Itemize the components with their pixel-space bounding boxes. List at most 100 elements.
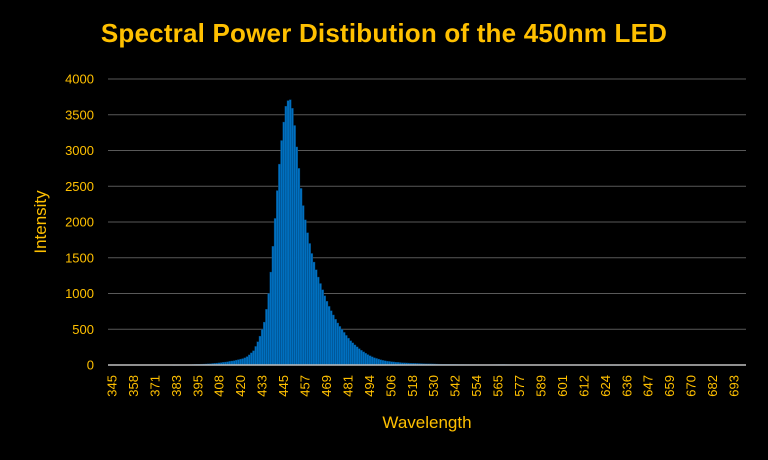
x-tick-label: 554 bbox=[469, 375, 484, 397]
x-tick-label: 589 bbox=[533, 375, 548, 397]
spectrum-bar bbox=[321, 289, 324, 366]
spectrum-bar bbox=[265, 309, 268, 366]
spectrum-bar bbox=[319, 283, 322, 366]
x-tick-label: 433 bbox=[255, 375, 270, 397]
x-tick-labels: 345 358 371 383 395 408 420 433 445 457 469 481 494 5… bbox=[105, 375, 742, 397]
spectrum-bar bbox=[342, 332, 346, 366]
x-tick-label: 530 bbox=[426, 375, 441, 397]
spectrum-bar bbox=[332, 314, 335, 366]
spectrum-bar bbox=[299, 188, 303, 366]
x-tick-label: 481 bbox=[340, 375, 355, 397]
y-tick-label: 1000 bbox=[65, 286, 94, 301]
spectrum-bars bbox=[172, 99, 620, 366]
y-axis-title: Intensity bbox=[31, 190, 50, 254]
spectrum-bar bbox=[366, 354, 370, 366]
spectrum-bar bbox=[317, 276, 320, 366]
spectrum-bar bbox=[260, 329, 264, 366]
x-tick-label: 345 bbox=[105, 375, 120, 397]
y-tick-label: 3500 bbox=[65, 107, 94, 122]
spectrum-bar bbox=[329, 310, 333, 366]
x-tick-label: 383 bbox=[169, 375, 184, 397]
y-tick-label: 3000 bbox=[65, 143, 94, 158]
spectrum-bar bbox=[250, 352, 253, 366]
spectrum-bar bbox=[323, 295, 326, 366]
spectrum-bar bbox=[293, 125, 296, 366]
spectrum-bar bbox=[327, 306, 331, 366]
spectrum-bar bbox=[254, 346, 257, 366]
gridlines bbox=[108, 78, 746, 330]
y-tick-labels: 0 500 1000 1500 2000 2500 3000 3500 4000 bbox=[65, 72, 94, 373]
spectrum-bar bbox=[347, 337, 350, 366]
spectrum-bar bbox=[269, 271, 273, 366]
spectrum-bar bbox=[310, 253, 314, 366]
x-tick-label: 670 bbox=[684, 375, 699, 397]
spectrum-bar bbox=[345, 335, 348, 366]
x-tick-label: 395 bbox=[190, 375, 205, 397]
spectrum-bar bbox=[314, 269, 318, 366]
x-tick-label: 408 bbox=[212, 375, 227, 397]
spectrum-bar bbox=[306, 232, 309, 366]
x-tick-label: 420 bbox=[233, 375, 248, 397]
spectrum-bar bbox=[336, 322, 339, 366]
x-tick-label: 457 bbox=[298, 375, 313, 397]
spectrum-bar bbox=[368, 355, 372, 366]
spectrum-bar bbox=[252, 350, 255, 366]
spectrum-bar bbox=[276, 190, 279, 366]
spectrum-bar bbox=[340, 329, 344, 366]
spectrum-bar bbox=[338, 326, 342, 366]
y-tick-label: 4000 bbox=[65, 72, 94, 87]
x-tick-label: 659 bbox=[662, 375, 677, 397]
spectrum-bar bbox=[373, 357, 376, 366]
spectrum-bar bbox=[258, 335, 262, 366]
spectrum-bar bbox=[297, 168, 301, 366]
spectrum-bar bbox=[334, 319, 337, 366]
spectrum-bar bbox=[267, 293, 270, 366]
spectrum-bar bbox=[353, 344, 357, 366]
x-tick-label: 358 bbox=[126, 375, 141, 397]
spectrum-bar bbox=[325, 301, 329, 366]
spectrum-bar bbox=[286, 100, 290, 366]
x-tick-label: 506 bbox=[383, 375, 398, 397]
spectrum-bar bbox=[263, 321, 266, 366]
spectrum-bar bbox=[245, 356, 249, 366]
spectrum-bar bbox=[351, 342, 355, 366]
spectrum-bar bbox=[295, 146, 298, 366]
y-tick-label: 2500 bbox=[65, 179, 94, 194]
spectrum-bar bbox=[364, 353, 367, 366]
spectrum-bar bbox=[355, 346, 359, 366]
spectrum-bar bbox=[278, 163, 281, 366]
x-tick-label: 371 bbox=[147, 375, 162, 397]
spectrum-bar bbox=[308, 243, 311, 366]
x-tick-label: 682 bbox=[705, 375, 720, 397]
x-tick-label: 612 bbox=[576, 375, 591, 397]
spectrum-bar bbox=[360, 350, 363, 366]
x-tick-label: 494 bbox=[362, 375, 377, 397]
x-tick-label: 693 bbox=[727, 375, 742, 397]
spectrum-bar bbox=[375, 358, 378, 366]
spectrum-bar bbox=[379, 359, 383, 366]
spectrum-bar bbox=[349, 340, 352, 366]
spectrum-bar bbox=[280, 140, 283, 366]
spectrum-bar bbox=[239, 358, 242, 366]
spectrum-bar bbox=[241, 358, 245, 366]
spectrum-bar bbox=[301, 205, 305, 366]
spectrum-bar bbox=[370, 356, 374, 366]
spectrum-bar bbox=[273, 218, 277, 366]
spectrum-bar bbox=[312, 261, 316, 366]
spectrum-bar bbox=[237, 359, 240, 366]
spectrum-bar bbox=[271, 246, 275, 366]
x-tick-label: 647 bbox=[641, 375, 656, 397]
spectrum-bar bbox=[282, 121, 286, 366]
spectrum-bar bbox=[284, 105, 288, 366]
y-tick-label: 2000 bbox=[65, 215, 94, 230]
x-tick-label: 601 bbox=[555, 375, 570, 397]
x-tick-label: 624 bbox=[598, 375, 613, 397]
x-tick-label: 565 bbox=[491, 375, 506, 397]
x-tick-label: 542 bbox=[448, 375, 463, 397]
x-tick-label: 577 bbox=[512, 375, 527, 397]
x-tick-label: 445 bbox=[276, 375, 291, 397]
spectrum-bar bbox=[304, 219, 307, 366]
x-axis-title: Wavelength bbox=[382, 413, 471, 432]
